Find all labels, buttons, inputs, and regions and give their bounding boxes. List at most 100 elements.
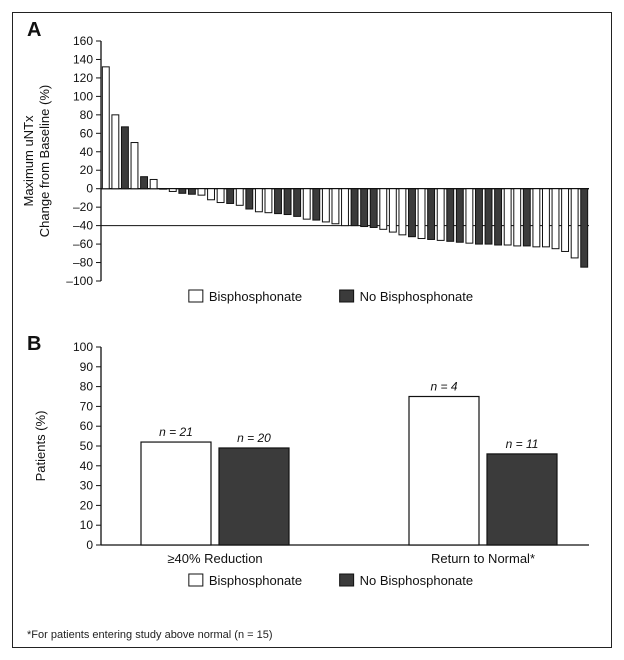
waterfall-bar xyxy=(399,189,406,235)
waterfall-bar xyxy=(370,189,377,228)
svg-text:–100: –100 xyxy=(66,274,93,288)
svg-text:140: 140 xyxy=(73,52,93,66)
svg-text:70: 70 xyxy=(80,399,94,413)
waterfall-bar xyxy=(284,189,291,215)
group-label: Return to Normal* xyxy=(431,551,535,566)
waterfall-bar xyxy=(141,177,148,189)
waterfall-bar xyxy=(179,189,186,194)
waterfall-bar xyxy=(571,189,578,258)
svg-text:–40: –40 xyxy=(73,219,93,233)
svg-text:20: 20 xyxy=(80,498,94,512)
waterfall-bar xyxy=(380,189,387,230)
waterfall-bar xyxy=(265,189,272,213)
svg-text:0: 0 xyxy=(86,182,93,196)
chart-b: 0 10 20 30 40 50 60 70 80 90 100 Patients (%) n = 21… xyxy=(23,333,601,603)
bar-n-label: n = 11 xyxy=(506,437,539,451)
svg-text:80: 80 xyxy=(80,380,94,394)
waterfall-bar xyxy=(389,189,396,232)
svg-text:60: 60 xyxy=(80,419,94,433)
waterfall-bar xyxy=(275,189,282,214)
waterfall-bar xyxy=(322,189,329,222)
svg-text:120: 120 xyxy=(73,71,93,85)
group-bar xyxy=(487,454,557,545)
waterfall-bar xyxy=(552,189,559,249)
svg-text:–80: –80 xyxy=(73,256,93,270)
waterfall-bar xyxy=(542,189,549,247)
bar-n-label: n = 20 xyxy=(237,431,271,445)
waterfall-bar xyxy=(246,189,253,209)
waterfall-bar xyxy=(208,189,215,200)
group-bar xyxy=(219,448,289,545)
waterfall-bar xyxy=(351,189,358,226)
waterfall-bar xyxy=(303,189,310,219)
svg-text:40: 40 xyxy=(80,459,94,473)
waterfall-bar xyxy=(418,189,425,239)
legend-label: No Bisphosphonate xyxy=(360,573,473,588)
svg-text:160: 160 xyxy=(73,34,93,48)
legend-swatch xyxy=(189,574,203,586)
legend-swatch xyxy=(340,290,354,302)
waterfall-bar xyxy=(456,189,463,243)
waterfall-bar xyxy=(332,189,339,224)
waterfall-bar xyxy=(217,189,224,203)
svg-text:0: 0 xyxy=(86,538,93,552)
footnote: *For patients entering study above norma… xyxy=(27,629,273,641)
svg-text:20: 20 xyxy=(80,163,94,177)
waterfall-bar xyxy=(150,179,157,188)
waterfall-bar xyxy=(255,189,262,212)
svg-text:40: 40 xyxy=(80,145,94,159)
waterfall-bar xyxy=(495,189,502,245)
svg-text:60: 60 xyxy=(80,126,94,140)
svg-text:Patients (%): Patients (%) xyxy=(33,411,48,482)
waterfall-bar xyxy=(227,189,234,204)
waterfall-bar xyxy=(485,189,492,244)
waterfall-bar xyxy=(169,189,176,192)
svg-text:–20: –20 xyxy=(73,200,93,214)
waterfall-bar xyxy=(514,189,521,246)
waterfall-bar xyxy=(533,189,540,247)
waterfall-bar xyxy=(160,189,167,190)
svg-text:100: 100 xyxy=(73,340,93,354)
waterfall-bar xyxy=(188,189,195,195)
chart-a: –100 –80 –60 –40 –20 0 20 40 60 80 100 120 140 160 Max… xyxy=(23,23,601,323)
legend-label: No Bisphosphonate xyxy=(360,289,473,304)
svg-text:Maximum uNTxChange from Baseli: Maximum uNTxChange from Baseline (%) xyxy=(23,85,52,237)
waterfall-bar xyxy=(342,189,349,226)
group-bar xyxy=(409,397,479,546)
group-label: ≥40% Reduction xyxy=(167,551,262,566)
waterfall-bar xyxy=(466,189,473,243)
waterfall-bar xyxy=(121,127,128,189)
waterfall-bar xyxy=(313,189,320,220)
waterfall-bar xyxy=(236,189,243,206)
bar-n-label: n = 4 xyxy=(430,380,457,394)
figure-frame: A –100–80–60–40–20020406080100120140160M… xyxy=(12,12,612,648)
svg-text:80: 80 xyxy=(80,108,94,122)
svg-text:10: 10 xyxy=(80,518,94,532)
waterfall-bar xyxy=(409,189,416,237)
group-bar xyxy=(141,442,211,545)
svg-text:50: 50 xyxy=(80,439,94,453)
waterfall-bar xyxy=(562,189,569,252)
waterfall-bar xyxy=(523,189,530,246)
svg-text:90: 90 xyxy=(80,360,94,374)
waterfall-bar xyxy=(437,189,444,241)
legend-label: Bisphosphonate xyxy=(209,573,302,588)
legend-label: Bisphosphonate xyxy=(209,289,302,304)
svg-text:–60: –60 xyxy=(73,237,93,251)
legend-swatch xyxy=(189,290,203,302)
waterfall-bar xyxy=(112,115,119,189)
waterfall-bar xyxy=(198,189,205,195)
waterfall-bar xyxy=(428,189,435,240)
legend-swatch xyxy=(340,574,354,586)
svg-text:100: 100 xyxy=(73,89,93,103)
waterfall-bar xyxy=(447,189,454,242)
bar-n-label: n = 21 xyxy=(159,425,193,439)
waterfall-bar xyxy=(476,189,483,244)
waterfall-bar xyxy=(504,189,511,245)
waterfall-bar xyxy=(131,143,138,189)
waterfall-bar xyxy=(294,189,301,217)
waterfall-bar xyxy=(361,189,368,227)
waterfall-bar xyxy=(581,189,588,267)
waterfall-bar xyxy=(102,67,109,189)
svg-text:30: 30 xyxy=(80,479,94,493)
